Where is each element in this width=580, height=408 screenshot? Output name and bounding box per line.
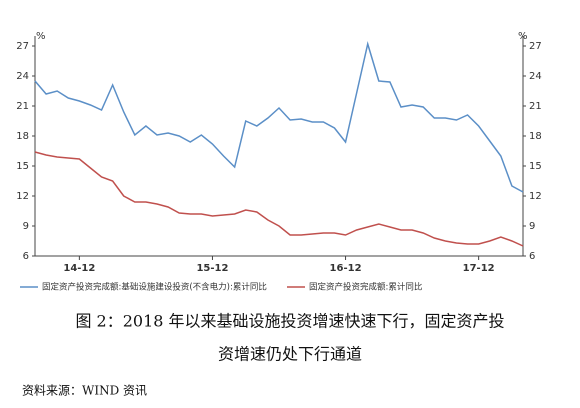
- y-tick-label: 15: [16, 161, 29, 172]
- x-tick-label: 16-12: [330, 263, 362, 274]
- y2-tick-label: 27: [529, 41, 542, 52]
- y2-tick-label: 9: [529, 221, 535, 232]
- series-line: [34, 151, 524, 247]
- caption: 资增速仍处下行通道: [218, 345, 362, 364]
- y-tick-label: 6: [23, 251, 29, 262]
- source: 资料来源：WIND 资讯: [22, 384, 147, 398]
- legend-label: 固定资产投资完成额:累计同比: [309, 282, 422, 293]
- y-tick-label: 21: [16, 101, 29, 112]
- x-tick-label: 17-12: [463, 263, 495, 274]
- y-tick-label: 27: [16, 41, 29, 52]
- caption: 图 2：2018 年以来基础设施投资增速快速下行，固定资产投: [75, 312, 504, 331]
- legend-label: 固定资产投资完成额:基础设施建设投资(不含电力):累计同比: [42, 282, 267, 293]
- y-tick-label: 9: [23, 221, 29, 232]
- y2-tick-label: 6: [529, 251, 535, 262]
- x-tick-label: 14-12: [63, 263, 95, 274]
- y2-tick-label: 15: [529, 161, 542, 172]
- series-line: [34, 41, 524, 193]
- y2-tick-label: 18: [529, 131, 542, 142]
- y2-tick-label: 12: [529, 191, 542, 202]
- y2-tick-label: 24: [529, 71, 542, 82]
- x-tick-label: 15-12: [196, 263, 228, 274]
- y-unit: %: [36, 31, 46, 42]
- y-tick-label: 18: [16, 131, 29, 142]
- y2-tick-label: 21: [529, 101, 542, 112]
- y-tick-label: 24: [16, 71, 29, 82]
- y-tick-label: 12: [16, 191, 29, 202]
